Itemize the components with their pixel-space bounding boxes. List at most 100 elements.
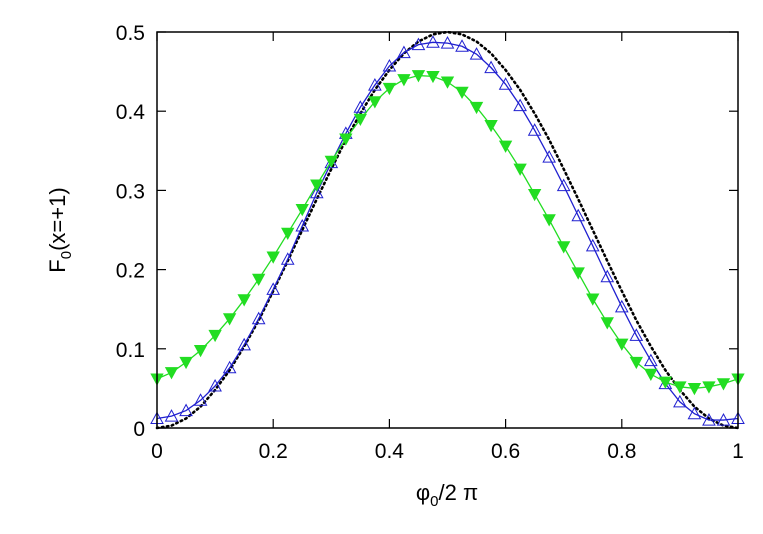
data-point bbox=[353, 100, 368, 113]
data-point bbox=[368, 96, 382, 109]
x-tick-label: 0 bbox=[151, 440, 163, 463]
data-point bbox=[164, 409, 179, 422]
data-point bbox=[556, 178, 571, 192]
data-point bbox=[411, 70, 426, 83]
data-point bbox=[702, 413, 716, 426]
plot-frame bbox=[156, 31, 739, 429]
series-0 bbox=[155, 30, 740, 430]
data-point bbox=[179, 403, 193, 417]
y-tick-label: 0.2 bbox=[116, 260, 145, 283]
data-point bbox=[571, 267, 585, 280]
data-point bbox=[397, 45, 411, 59]
y-tick-label: 0.1 bbox=[116, 339, 145, 362]
series-1 bbox=[150, 35, 745, 426]
data-point bbox=[542, 214, 556, 227]
data-point bbox=[600, 317, 614, 330]
data-point bbox=[193, 393, 208, 406]
data-point bbox=[237, 337, 251, 351]
data-point bbox=[310, 179, 324, 192]
data-point bbox=[455, 39, 469, 52]
data-point bbox=[498, 77, 513, 90]
y-axis-label: F0(x=+1) bbox=[45, 187, 75, 272]
data-point bbox=[339, 133, 353, 146]
data-point bbox=[586, 293, 600, 306]
data-point bbox=[484, 120, 498, 133]
data-point bbox=[179, 356, 193, 370]
data-point bbox=[281, 227, 295, 241]
data-point bbox=[687, 383, 702, 396]
data-point bbox=[411, 37, 426, 51]
data-point bbox=[193, 344, 208, 358]
data-point bbox=[266, 282, 281, 295]
data-point bbox=[222, 360, 237, 374]
data-point bbox=[382, 82, 397, 96]
x-axis-label-main: φ bbox=[416, 480, 430, 505]
data-point bbox=[658, 376, 673, 389]
data-point bbox=[484, 60, 498, 74]
data-point bbox=[702, 381, 716, 394]
x-axis-label-sub: 0 bbox=[430, 493, 438, 510]
series-line bbox=[156, 74, 739, 390]
data-point bbox=[252, 273, 266, 286]
series-line bbox=[156, 41, 739, 421]
data-point bbox=[382, 59, 397, 72]
data-point bbox=[527, 123, 542, 136]
data-point bbox=[426, 35, 440, 48]
data-point bbox=[397, 74, 411, 87]
data-point bbox=[208, 378, 222, 392]
y-tick-label: 0.5 bbox=[116, 22, 145, 45]
data-point bbox=[527, 188, 542, 202]
y-tick-label: 0.4 bbox=[116, 101, 146, 124]
y-axis-label-rest: (x=+1) bbox=[45, 187, 70, 251]
data-point bbox=[469, 101, 484, 115]
y-axis-label-main: F bbox=[45, 259, 70, 272]
data-point bbox=[455, 86, 469, 100]
data-point bbox=[673, 381, 687, 394]
data-point bbox=[295, 204, 309, 217]
data-point bbox=[571, 208, 586, 222]
y-tick-label: 0.3 bbox=[116, 180, 145, 203]
data-point bbox=[615, 338, 629, 351]
x-axis-label: φ0/2 π bbox=[416, 480, 478, 510]
data-point bbox=[353, 113, 368, 126]
data-point bbox=[266, 251, 280, 264]
data-point bbox=[585, 238, 600, 252]
data-point bbox=[600, 269, 615, 283]
data-point bbox=[440, 76, 455, 89]
axis-ticks bbox=[156, 31, 739, 429]
data-point bbox=[629, 356, 643, 370]
data-point bbox=[644, 353, 658, 367]
data-point bbox=[324, 155, 338, 168]
y-tick-labels: 0 0.1 0.2 0.3 0.4 0.5 bbox=[116, 22, 146, 441]
x-tick-label: 1 bbox=[732, 440, 744, 463]
data-point bbox=[280, 252, 295, 265]
data-point bbox=[513, 163, 527, 176]
series-line bbox=[155, 30, 740, 430]
data-point bbox=[644, 368, 658, 381]
data-point bbox=[368, 78, 382, 91]
y-axis-label-sub: 0 bbox=[58, 251, 75, 259]
data-point bbox=[426, 70, 440, 84]
x-tick-labels: 0 0.2 0.4 0.6 0.8 1 bbox=[151, 440, 744, 463]
data-point bbox=[164, 367, 179, 380]
y-tick-label: 0 bbox=[133, 418, 145, 441]
data-point bbox=[251, 311, 266, 325]
data-point bbox=[208, 329, 222, 343]
x-tick-label: 0.6 bbox=[491, 440, 520, 463]
x-tick-label: 0.2 bbox=[259, 440, 288, 463]
data-point bbox=[237, 294, 251, 307]
data-point bbox=[295, 218, 310, 232]
data-point bbox=[557, 241, 571, 254]
x-tick-label: 0.8 bbox=[607, 440, 636, 463]
x-axis-label-rest: /2 π bbox=[438, 480, 478, 505]
data-point bbox=[687, 406, 702, 420]
data-point bbox=[716, 378, 731, 391]
data-point bbox=[513, 98, 527, 112]
data-point bbox=[629, 328, 644, 341]
plot-content bbox=[150, 30, 745, 430]
x-tick-label: 0.4 bbox=[375, 440, 405, 463]
data-point bbox=[309, 185, 324, 199]
data-point bbox=[498, 140, 513, 153]
data-point bbox=[673, 394, 687, 408]
